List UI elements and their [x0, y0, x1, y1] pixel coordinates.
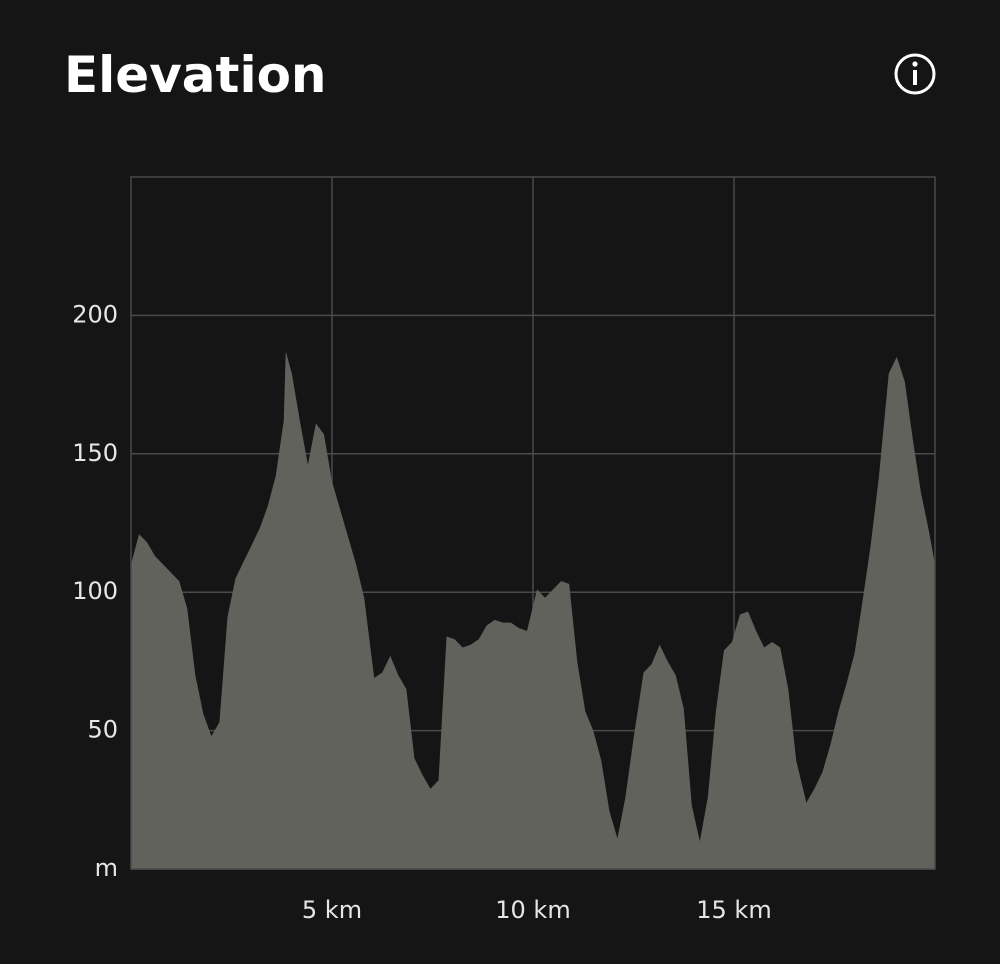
- x-tick-label: 5 km: [302, 896, 362, 924]
- x-tick-label: 10 km: [495, 896, 570, 924]
- y-tick-label: m: [95, 854, 118, 882]
- marks: [131, 351, 935, 869]
- elevation-area: [131, 351, 935, 869]
- y-tick-label: 50: [87, 716, 118, 744]
- info-circle: [894, 53, 936, 95]
- labels: m 50 100 150 200 5 km 10 km 15 km: [72, 300, 772, 924]
- chart-title: Elevation: [64, 46, 327, 104]
- y-tick-label: 200: [72, 300, 118, 328]
- info-dot: [912, 61, 918, 67]
- y-tick-label: 150: [72, 439, 118, 467]
- x-tick-label: 15 km: [696, 896, 771, 924]
- y-tick-label: 100: [72, 577, 118, 605]
- info-icon[interactable]: [894, 53, 936, 95]
- plot-frame: [130, 176, 936, 870]
- info-bar: [913, 70, 917, 85]
